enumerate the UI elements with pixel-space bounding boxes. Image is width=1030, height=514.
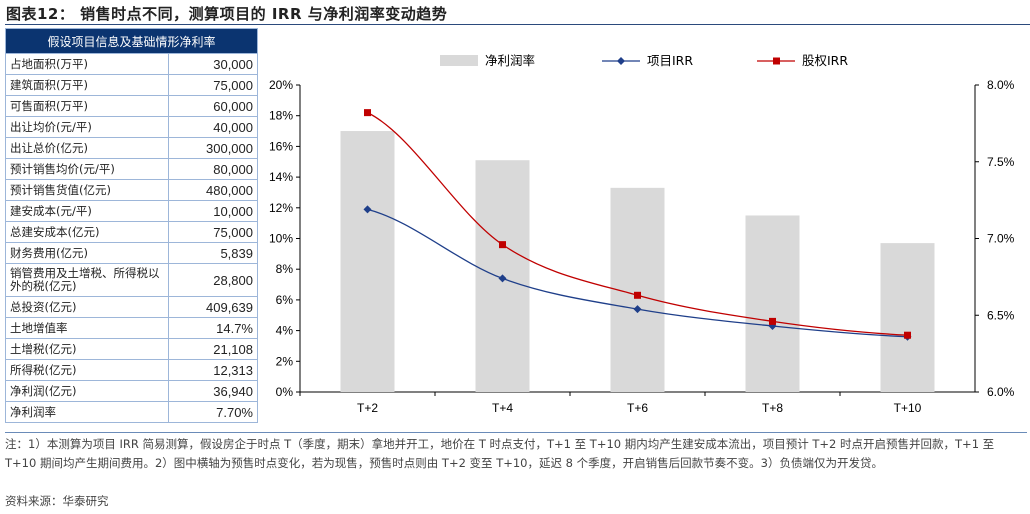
row-label: 预计销售均价(元/平) bbox=[5, 158, 169, 180]
point-project-irr bbox=[633, 305, 642, 314]
diamond-marker-icon bbox=[617, 57, 625, 65]
irr-chart: 0% 2% 4% 6% 8% 10% 12% 14% 16% 18% 20% 6.0% 6.5% 7.0%… bbox=[269, 53, 1015, 415]
legend-label: 净利润率 bbox=[485, 53, 535, 68]
line-equity-irr bbox=[367, 112, 908, 336]
row-value: 480,000 bbox=[168, 179, 258, 201]
left-tick-label: 12% bbox=[269, 201, 293, 215]
row-value: 80,000 bbox=[168, 158, 258, 180]
x-tick-label: T+8 bbox=[762, 401, 783, 415]
row-value: 36,940 bbox=[168, 380, 258, 402]
table-row: 总投资(亿元) 409,639 bbox=[5, 296, 258, 318]
figure-title: 图表12： 销售时点不同，测算项目的 IRR 与净利润率变动趋势 bbox=[6, 5, 448, 23]
row-value: 30,000 bbox=[168, 53, 258, 75]
left-tick-label: 6% bbox=[276, 293, 294, 307]
row-value: 14.7% bbox=[168, 317, 258, 339]
bar-net-margin bbox=[745, 215, 800, 392]
row-label: 总建安成本(亿元) bbox=[5, 221, 169, 243]
left-tick-label: 2% bbox=[276, 354, 294, 368]
table-row: 财务费用(亿元) 5,839 bbox=[5, 242, 258, 264]
right-tick-label: 6.5% bbox=[987, 308, 1015, 322]
row-label: 土增税(亿元) bbox=[5, 338, 169, 360]
x-tick-label: T+2 bbox=[357, 401, 378, 415]
table-row: 占地面积(万平) 30,000 bbox=[5, 53, 258, 75]
left-tick-label: 4% bbox=[276, 324, 294, 338]
row-value: 12,313 bbox=[168, 359, 258, 381]
row-value: 300,000 bbox=[168, 137, 258, 159]
row-label: 净利润率 bbox=[5, 401, 169, 423]
point-equity-irr bbox=[904, 331, 911, 339]
table-row: 预计销售货值(亿元) 480,000 bbox=[5, 179, 258, 201]
table-row: 所得税(亿元) 12,313 bbox=[5, 359, 258, 381]
row-label: 可售面积(万平) bbox=[5, 95, 169, 117]
left-tick-label: 0% bbox=[276, 385, 294, 399]
table-row: 可售面积(万平) 60,000 bbox=[5, 95, 258, 117]
x-tick-label: T+4 bbox=[492, 401, 513, 415]
row-label: 总投资(亿元) bbox=[5, 296, 169, 318]
table-row: 建安成本(元/平) 10,000 bbox=[5, 200, 258, 222]
row-label: 出让均价(元/平) bbox=[5, 116, 169, 138]
x-tick-label: T+10 bbox=[894, 401, 922, 415]
left-tick-label: 16% bbox=[269, 139, 293, 153]
table-row: 预计销售均价(元/平) 80,000 bbox=[5, 158, 258, 180]
table-row: 土增税(亿元) 21,108 bbox=[5, 338, 258, 360]
row-label: 预计销售货值(亿元) bbox=[5, 179, 169, 201]
table-row: 销管费用及土增税、所得税以外的税(亿元) 28,800 bbox=[5, 263, 258, 297]
row-value: 21,108 bbox=[168, 338, 258, 360]
row-value: 409,639 bbox=[168, 296, 258, 318]
legend-label: 项目IRR bbox=[647, 53, 693, 68]
point-project-irr bbox=[363, 205, 372, 214]
assumption-table: 假设项目信息及基础情形净利率 占地面积(万平) 30,000 建筑面积(万平) 75,… bbox=[5, 28, 258, 423]
table-row: 出让总价(亿元) 300,000 bbox=[5, 137, 258, 159]
row-value: 60,000 bbox=[168, 95, 258, 117]
legend-label: 股权IRR bbox=[802, 53, 848, 68]
left-tick-label: 14% bbox=[269, 170, 293, 184]
row-value: 10,000 bbox=[168, 200, 258, 222]
row-value: 40,000 bbox=[168, 116, 258, 138]
row-label: 净利润(亿元) bbox=[5, 380, 169, 402]
left-tick-label: 10% bbox=[269, 232, 293, 246]
square-marker-icon bbox=[773, 57, 780, 65]
row-label: 财务费用(亿元) bbox=[5, 242, 169, 264]
left-tick-label: 18% bbox=[269, 109, 293, 123]
right-tick-label: 8.0% bbox=[987, 78, 1015, 92]
point-project-irr bbox=[498, 274, 507, 283]
bar-net-margin bbox=[340, 131, 395, 393]
right-tick-label: 6.0% bbox=[987, 385, 1015, 399]
point-equity-irr bbox=[499, 241, 506, 249]
bar-net-margin bbox=[880, 243, 935, 392]
source: 资料来源：华泰研究 bbox=[5, 494, 109, 508]
row-label: 所得税(亿元) bbox=[5, 359, 169, 381]
table-row: 出让均价(元/平) 40,000 bbox=[5, 116, 258, 138]
row-label: 建安成本(元/平) bbox=[5, 200, 169, 222]
legend-item: 净利润率 bbox=[440, 53, 535, 68]
row-label: 出让总价(亿元) bbox=[5, 137, 169, 159]
right-tick-label: 7.0% bbox=[987, 232, 1015, 246]
row-label: 土地增值率 bbox=[5, 317, 169, 339]
row-label: 占地面积(万平) bbox=[5, 53, 169, 75]
row-value: 5,839 bbox=[168, 242, 258, 264]
row-value: 28,800 bbox=[168, 263, 258, 297]
table-row: 建筑面积(万平) 75,000 bbox=[5, 74, 258, 96]
table-row: 净利润(亿元) 36,940 bbox=[5, 380, 258, 402]
row-value: 7.70% bbox=[168, 401, 258, 423]
x-tick-label: T+6 bbox=[627, 401, 648, 415]
legend-item: 项目IRR bbox=[602, 53, 693, 68]
row-label: 建筑面积(万平) bbox=[5, 74, 169, 96]
legend-item: 股权IRR bbox=[757, 53, 848, 68]
point-equity-irr bbox=[769, 317, 776, 325]
point-equity-irr bbox=[634, 291, 641, 299]
left-tick-label: 8% bbox=[276, 262, 294, 276]
table-header: 假设项目信息及基础情形净利率 bbox=[5, 28, 258, 54]
row-value: 75,000 bbox=[168, 221, 258, 243]
row-label: 销管费用及土增税、所得税以外的税(亿元) bbox=[5, 263, 169, 297]
notes: 注：1）本测算为项目 IRR 简易测算，假设房企于时点 T（季度，期末）拿地并开… bbox=[5, 432, 1027, 473]
title-rule bbox=[5, 24, 1030, 25]
point-equity-irr bbox=[364, 109, 371, 117]
table-row: 总建安成本(亿元) 75,000 bbox=[5, 221, 258, 243]
row-value: 75,000 bbox=[168, 74, 258, 96]
table-row: 土地增值率 14.7% bbox=[5, 317, 258, 339]
right-tick-label: 7.5% bbox=[987, 155, 1015, 169]
left-tick-label: 20% bbox=[269, 78, 293, 92]
table-row: 净利润率 7.70% bbox=[5, 401, 258, 423]
